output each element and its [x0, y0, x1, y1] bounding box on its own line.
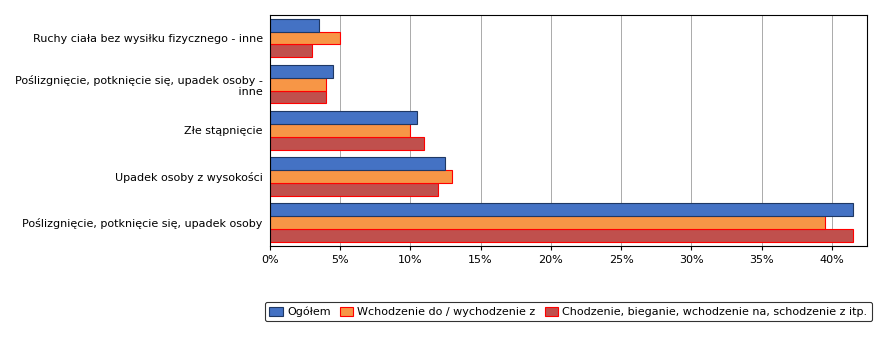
Bar: [270, 183, 438, 196]
Bar: [270, 216, 825, 229]
Bar: [270, 137, 424, 150]
Bar: [270, 19, 319, 32]
Bar: [270, 78, 326, 91]
Bar: [270, 91, 326, 104]
Bar: [270, 157, 445, 170]
Bar: [270, 111, 417, 124]
Bar: [270, 32, 340, 44]
Bar: [270, 44, 312, 57]
Bar: [270, 170, 452, 183]
Bar: [270, 203, 853, 216]
Bar: [270, 124, 410, 137]
Bar: [270, 229, 853, 242]
Bar: [270, 65, 333, 78]
Legend: Ogółem, Wchodzenie do / wychodzenie z, Chodzenie, bieganie, wchodzenie na, schod: Ogółem, Wchodzenie do / wychodzenie z, C…: [265, 302, 872, 322]
